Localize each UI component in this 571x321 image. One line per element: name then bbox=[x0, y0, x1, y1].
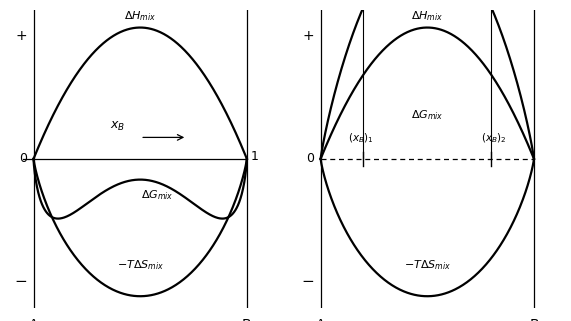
Text: $x_B$: $x_B$ bbox=[110, 119, 126, 133]
Text: $\Delta G_{mix}$: $\Delta G_{mix}$ bbox=[411, 108, 444, 122]
Text: $(x_B)_1$: $(x_B)_1$ bbox=[348, 131, 374, 144]
Text: $-T\Delta S_{mix}$: $-T\Delta S_{mix}$ bbox=[404, 258, 451, 272]
Text: A: A bbox=[29, 318, 38, 321]
Text: B: B bbox=[242, 318, 252, 321]
Text: $\Delta G_{mix}$: $\Delta G_{mix}$ bbox=[141, 188, 174, 202]
Text: −: − bbox=[301, 274, 314, 289]
Text: $-T\Delta S_{mix}$: $-T\Delta S_{mix}$ bbox=[116, 258, 164, 272]
Text: 1: 1 bbox=[251, 150, 259, 163]
Text: $\Delta H_{mix}$: $\Delta H_{mix}$ bbox=[411, 9, 444, 23]
Text: 0: 0 bbox=[19, 152, 27, 165]
Text: +: + bbox=[15, 30, 27, 44]
Text: +: + bbox=[303, 30, 314, 44]
Text: $(x_B)_2$: $(x_B)_2$ bbox=[481, 131, 506, 144]
Text: $\Delta H_{mix}$: $\Delta H_{mix}$ bbox=[124, 9, 156, 23]
Text: B: B bbox=[529, 318, 539, 321]
Text: A: A bbox=[316, 318, 325, 321]
Text: −: − bbox=[14, 274, 27, 289]
Text: 0: 0 bbox=[306, 152, 314, 165]
